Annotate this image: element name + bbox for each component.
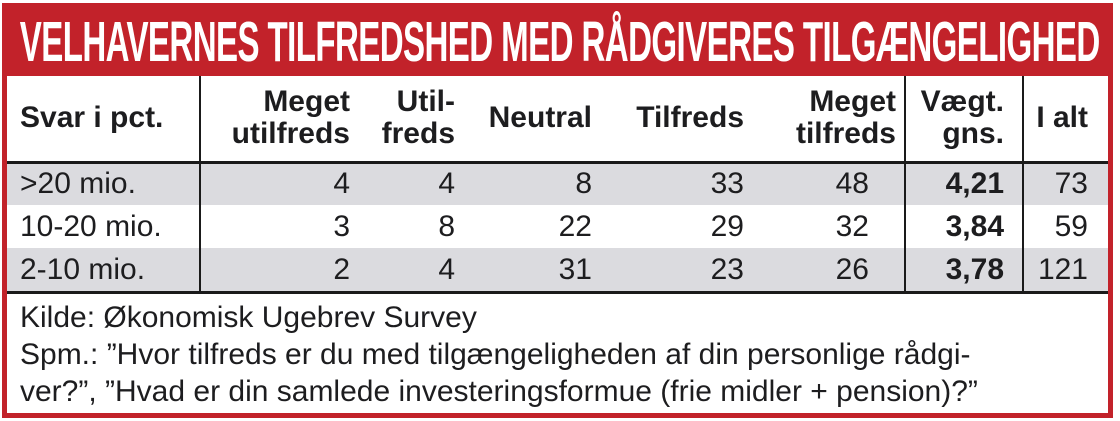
column-header-svar-i-pct: Svar i pct. bbox=[7, 76, 201, 164]
column-header-meget-tilfreds: Meget tilfreds bbox=[752, 76, 905, 164]
table-cell: 4 bbox=[333, 167, 350, 201]
column-header-tilfreds: Tilfreds bbox=[600, 76, 752, 164]
table-cell: 8 bbox=[575, 167, 592, 201]
row-label: >20 mio. bbox=[7, 162, 201, 205]
question-line-2: ver?”, ”Hvad er din samlede investerings… bbox=[20, 375, 978, 408]
table-row: 2-10 mio. 2 4 31 23 26 3,78 121 bbox=[7, 248, 1108, 291]
table-row: >20 mio. 4 4 8 33 48 4,21 73 bbox=[7, 162, 1108, 205]
row-label: 2-10 mio. bbox=[7, 248, 201, 291]
table-cell: 26 bbox=[835, 252, 869, 286]
table-cell: 23 bbox=[710, 252, 744, 286]
column-header-neutral: Neutral bbox=[463, 76, 600, 164]
table-cell: 8 bbox=[438, 209, 455, 243]
table-cell: 31 bbox=[558, 252, 592, 286]
question-line-1: Spm.: ”Hvor tilfreds er du med tilgængel… bbox=[20, 338, 971, 371]
table-cell: 4 bbox=[438, 252, 455, 286]
column-header-i-alt: I alt bbox=[1022, 76, 1108, 164]
footnote-area: Kilde: Økonomisk Ugebrev Survey Spm.: ”H… bbox=[7, 291, 1108, 413]
header-row: Svar i pct. Meget utilfreds Util- freds … bbox=[7, 76, 1108, 164]
total-cell: 121 bbox=[1022, 248, 1108, 291]
table-cell: 48 bbox=[835, 167, 869, 201]
source-line: Kilde: Økonomisk Ugebrev Survey bbox=[20, 301, 477, 334]
table-cell: 33 bbox=[710, 167, 744, 201]
table-cell: 29 bbox=[710, 209, 744, 243]
table-cell: 22 bbox=[558, 209, 592, 243]
column-header-vaegt-gns: Vægt. gns. bbox=[904, 76, 1023, 164]
table-body: >20 mio. 4 4 8 33 48 4,21 73 10-20 mio. … bbox=[7, 162, 1108, 291]
infographic-frame: VELHAVERNES TILFREDSHED MED RÅDGIVERES T… bbox=[2, 3, 1113, 418]
table-cell: 32 bbox=[835, 209, 869, 243]
total-cell: 59 bbox=[1022, 205, 1108, 248]
column-header-utilfreds: Util- freds bbox=[358, 76, 463, 164]
table-cell: 2 bbox=[333, 252, 350, 286]
table-header: Svar i pct. Meget utilfreds Util- freds … bbox=[7, 76, 1108, 164]
total-cell: 73 bbox=[1022, 162, 1108, 205]
chart-title: VELHAVERNES TILFREDSHED MED RÅDGIVERES T… bbox=[19, 10, 1101, 74]
title-band: VELHAVERNES TILFREDSHED MED RÅDGIVERES T… bbox=[7, 8, 1108, 76]
weighted-average-cell: 3,78 bbox=[904, 248, 1023, 291]
satisfaction-table: Svar i pct. Meget utilfreds Util- freds … bbox=[7, 76, 1108, 291]
table-cell: 3 bbox=[333, 209, 350, 243]
weighted-average-cell: 4,21 bbox=[904, 162, 1023, 205]
weighted-average-cell: 3,84 bbox=[904, 205, 1023, 248]
table-cell: 4 bbox=[438, 167, 455, 201]
column-header-meget-utilfreds: Meget utilfreds bbox=[200, 76, 358, 164]
row-label: 10-20 mio. bbox=[7, 205, 201, 248]
table-row: 10-20 mio. 3 8 22 29 32 3,84 59 bbox=[7, 205, 1108, 248]
